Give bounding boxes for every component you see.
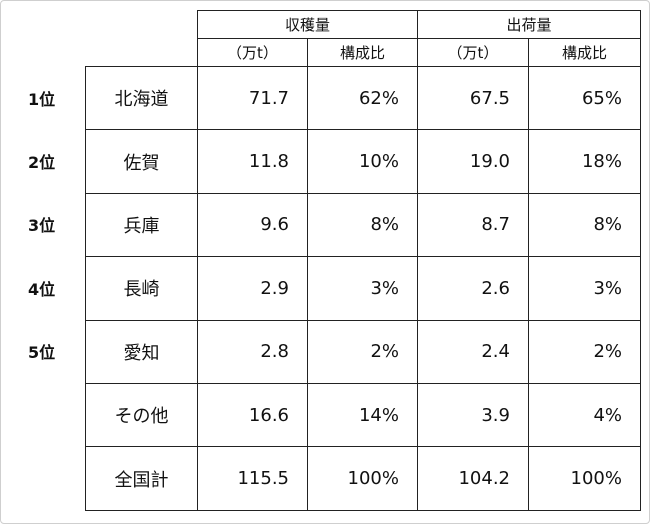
region-name: 長崎 — [85, 256, 198, 321]
value-cell: 104.2 — [417, 446, 529, 511]
value-cell: 3% — [528, 256, 641, 321]
value-cell: 19.0 — [417, 129, 529, 194]
value-cell: 3% — [307, 256, 418, 321]
unit-header: 構成比 — [528, 38, 641, 67]
unit-header: （万t） — [417, 38, 529, 67]
region-name: その他 — [85, 383, 198, 448]
value-cell: 115.5 — [197, 446, 308, 511]
value-cell: 2.6 — [417, 256, 529, 321]
value-cell: 16.6 — [197, 383, 308, 448]
value-cell: 14% — [307, 383, 418, 448]
value-cell: 2.9 — [197, 256, 308, 321]
value-cell: 4% — [528, 383, 641, 448]
value-cell: 67.5 — [417, 66, 529, 131]
value-cell: 8% — [307, 192, 418, 258]
value-cell: 10% — [307, 129, 418, 194]
value-cell: 8% — [528, 192, 641, 258]
value-cell: 2% — [528, 319, 641, 384]
rank-label: 2位 — [28, 153, 56, 173]
rank-label: 4位 — [28, 279, 56, 299]
rank-label: 1位 — [28, 89, 56, 109]
value-cell: 11.8 — [197, 129, 308, 194]
value-cell: 65% — [528, 66, 641, 131]
value-cell: 3.9 — [417, 383, 529, 448]
group-header: 出荷量 — [417, 10, 641, 39]
value-cell: 18% — [528, 129, 641, 194]
region-name: 佐賀 — [85, 129, 198, 194]
group-header: 収穫量 — [197, 10, 418, 39]
value-cell: 100% — [528, 446, 641, 511]
value-cell: 62% — [307, 66, 418, 131]
value-cell: 9.6 — [197, 192, 308, 258]
value-cell: 2.8 — [197, 319, 308, 384]
region-name: 兵庫 — [85, 192, 198, 258]
region-name: 北海道 — [85, 66, 198, 131]
region-name: 愛知 — [85, 319, 198, 384]
value-cell: 2% — [307, 319, 418, 384]
value-cell: 71.7 — [197, 66, 308, 131]
value-cell: 100% — [307, 446, 418, 511]
unit-header: 構成比 — [307, 38, 418, 67]
value-cell: 2.4 — [417, 319, 529, 384]
unit-header: （万t） — [197, 38, 308, 67]
rank-label: 3位 — [28, 216, 56, 236]
rank-label: 5位 — [28, 343, 56, 363]
value-cell: 8.7 — [417, 192, 529, 258]
region-name: 全国計 — [85, 446, 198, 511]
